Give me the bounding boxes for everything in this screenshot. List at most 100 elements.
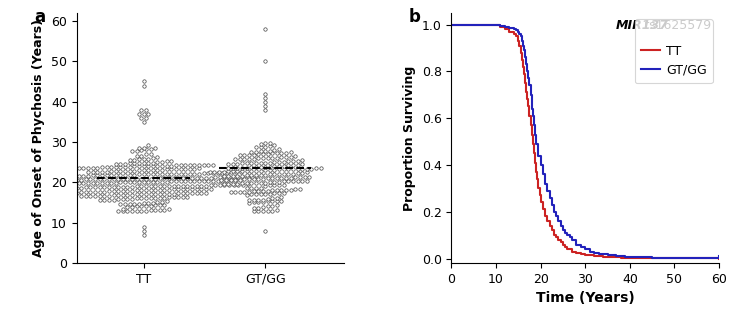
Point [77,166,89,171]
Point [264,172,276,177]
Point [133,201,145,206]
Point [301,166,312,171]
Point [234,157,245,162]
Point [166,163,177,168]
Point [271,151,283,156]
Point [149,146,161,151]
Point [278,179,290,184]
Point [156,171,168,177]
Point [227,162,239,167]
Point [266,155,278,160]
Point [280,151,292,156]
Point [202,170,214,176]
Point [259,172,271,177]
Point [136,204,147,209]
Point [276,151,288,156]
Point [262,204,274,209]
Point [188,163,200,168]
Point [287,171,299,176]
Point [259,59,271,64]
Point [124,164,136,169]
Point [156,160,168,165]
Point [93,193,106,198]
Point [193,162,205,168]
Point [255,185,266,190]
Point [128,201,140,206]
Point [128,157,140,162]
Text: MIR137: MIR137 [152,320,210,321]
Point [115,161,126,166]
Point [75,177,87,182]
Point [283,171,294,177]
Point [250,149,262,154]
Point [271,188,283,193]
Point [107,197,119,202]
Point [273,159,285,164]
Point [269,160,280,165]
Point [262,197,274,202]
Point [80,185,92,190]
Point [214,175,226,180]
Point [131,196,142,201]
Point [154,203,166,208]
Point [200,183,212,188]
Point [168,176,180,181]
Point [204,170,215,175]
Point [257,152,269,157]
Point [276,187,288,193]
Point [170,171,182,176]
Point [180,163,191,168]
Point [204,175,216,180]
Point [117,177,128,182]
X-axis label: Time (Years): Time (Years) [536,291,634,306]
Point [105,180,117,186]
Point [241,168,253,173]
Point [87,169,99,175]
Point [273,190,285,195]
Point [119,180,131,185]
Point [250,192,262,197]
Point [225,190,237,195]
Point [126,196,138,201]
Point [115,202,126,207]
Point [103,193,115,198]
Point [133,111,145,117]
Point [50,182,61,187]
Point [133,179,145,185]
Point [145,195,156,201]
Point [96,165,108,170]
Point [255,168,266,173]
Point [191,183,203,188]
Point [101,180,112,186]
Point [101,165,112,170]
Point [315,166,326,171]
Point [136,115,147,120]
Point [250,185,262,190]
Point [269,148,280,153]
Point [121,196,133,201]
Point [105,164,117,169]
Text: MIR137: MIR137 [616,19,669,32]
Point [87,181,99,186]
Point [198,171,210,176]
Point [273,171,285,177]
Point [259,91,271,96]
Point [140,208,152,213]
Point [193,171,205,176]
Point [152,167,164,172]
Point [87,173,99,178]
Point [126,176,138,181]
Point [243,198,255,203]
Point [119,172,131,177]
Point [126,184,138,189]
Point [168,191,180,196]
Point [87,165,99,170]
Point [182,183,193,188]
Point [219,182,231,187]
Point [126,188,138,193]
Point [161,171,172,177]
Point [209,169,220,175]
Point [156,167,168,172]
Point [138,224,150,230]
Point [64,181,75,186]
